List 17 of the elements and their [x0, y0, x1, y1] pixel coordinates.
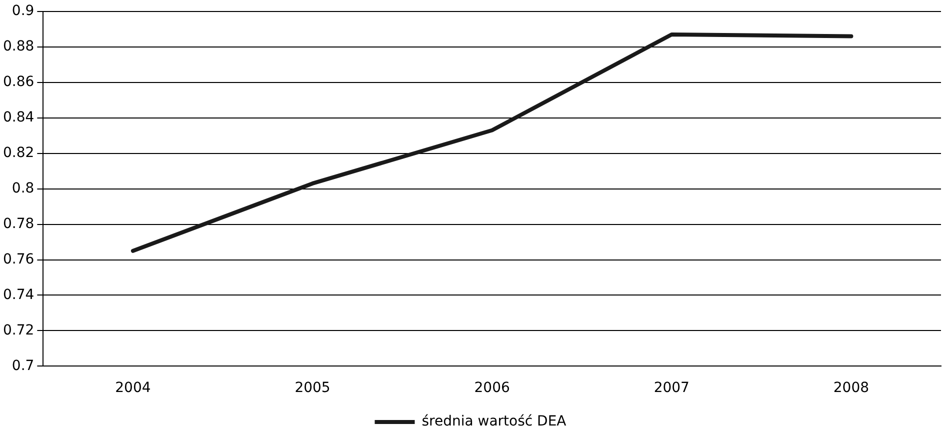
x-tick-label: 2005	[294, 380, 330, 396]
x-tick-label: 2007	[654, 380, 690, 396]
y-tick-label: 0.8	[12, 180, 34, 196]
y-tick-label: 0.72	[3, 322, 34, 338]
y-tick-label: 0.88	[3, 38, 34, 55]
x-tick-label: 2008	[833, 380, 870, 396]
y-tick-label: 0.78	[3, 216, 34, 232]
y-tick-label: 0.9	[12, 3, 34, 20]
y-tick-label: 0.7	[12, 358, 34, 374]
legend-label: średnia wartość DEA	[422, 414, 567, 430]
y-tick-label: 0.76	[3, 251, 34, 268]
y-tick-label: 0.84	[3, 109, 34, 126]
x-tick-label: 2006	[474, 380, 510, 396]
y-tick-label: 0.82	[3, 144, 34, 161]
y-tick-label: 0.86	[3, 74, 34, 90]
x-tick-label: 2004	[115, 380, 151, 396]
y-tick-label: 0.74	[3, 286, 34, 303]
